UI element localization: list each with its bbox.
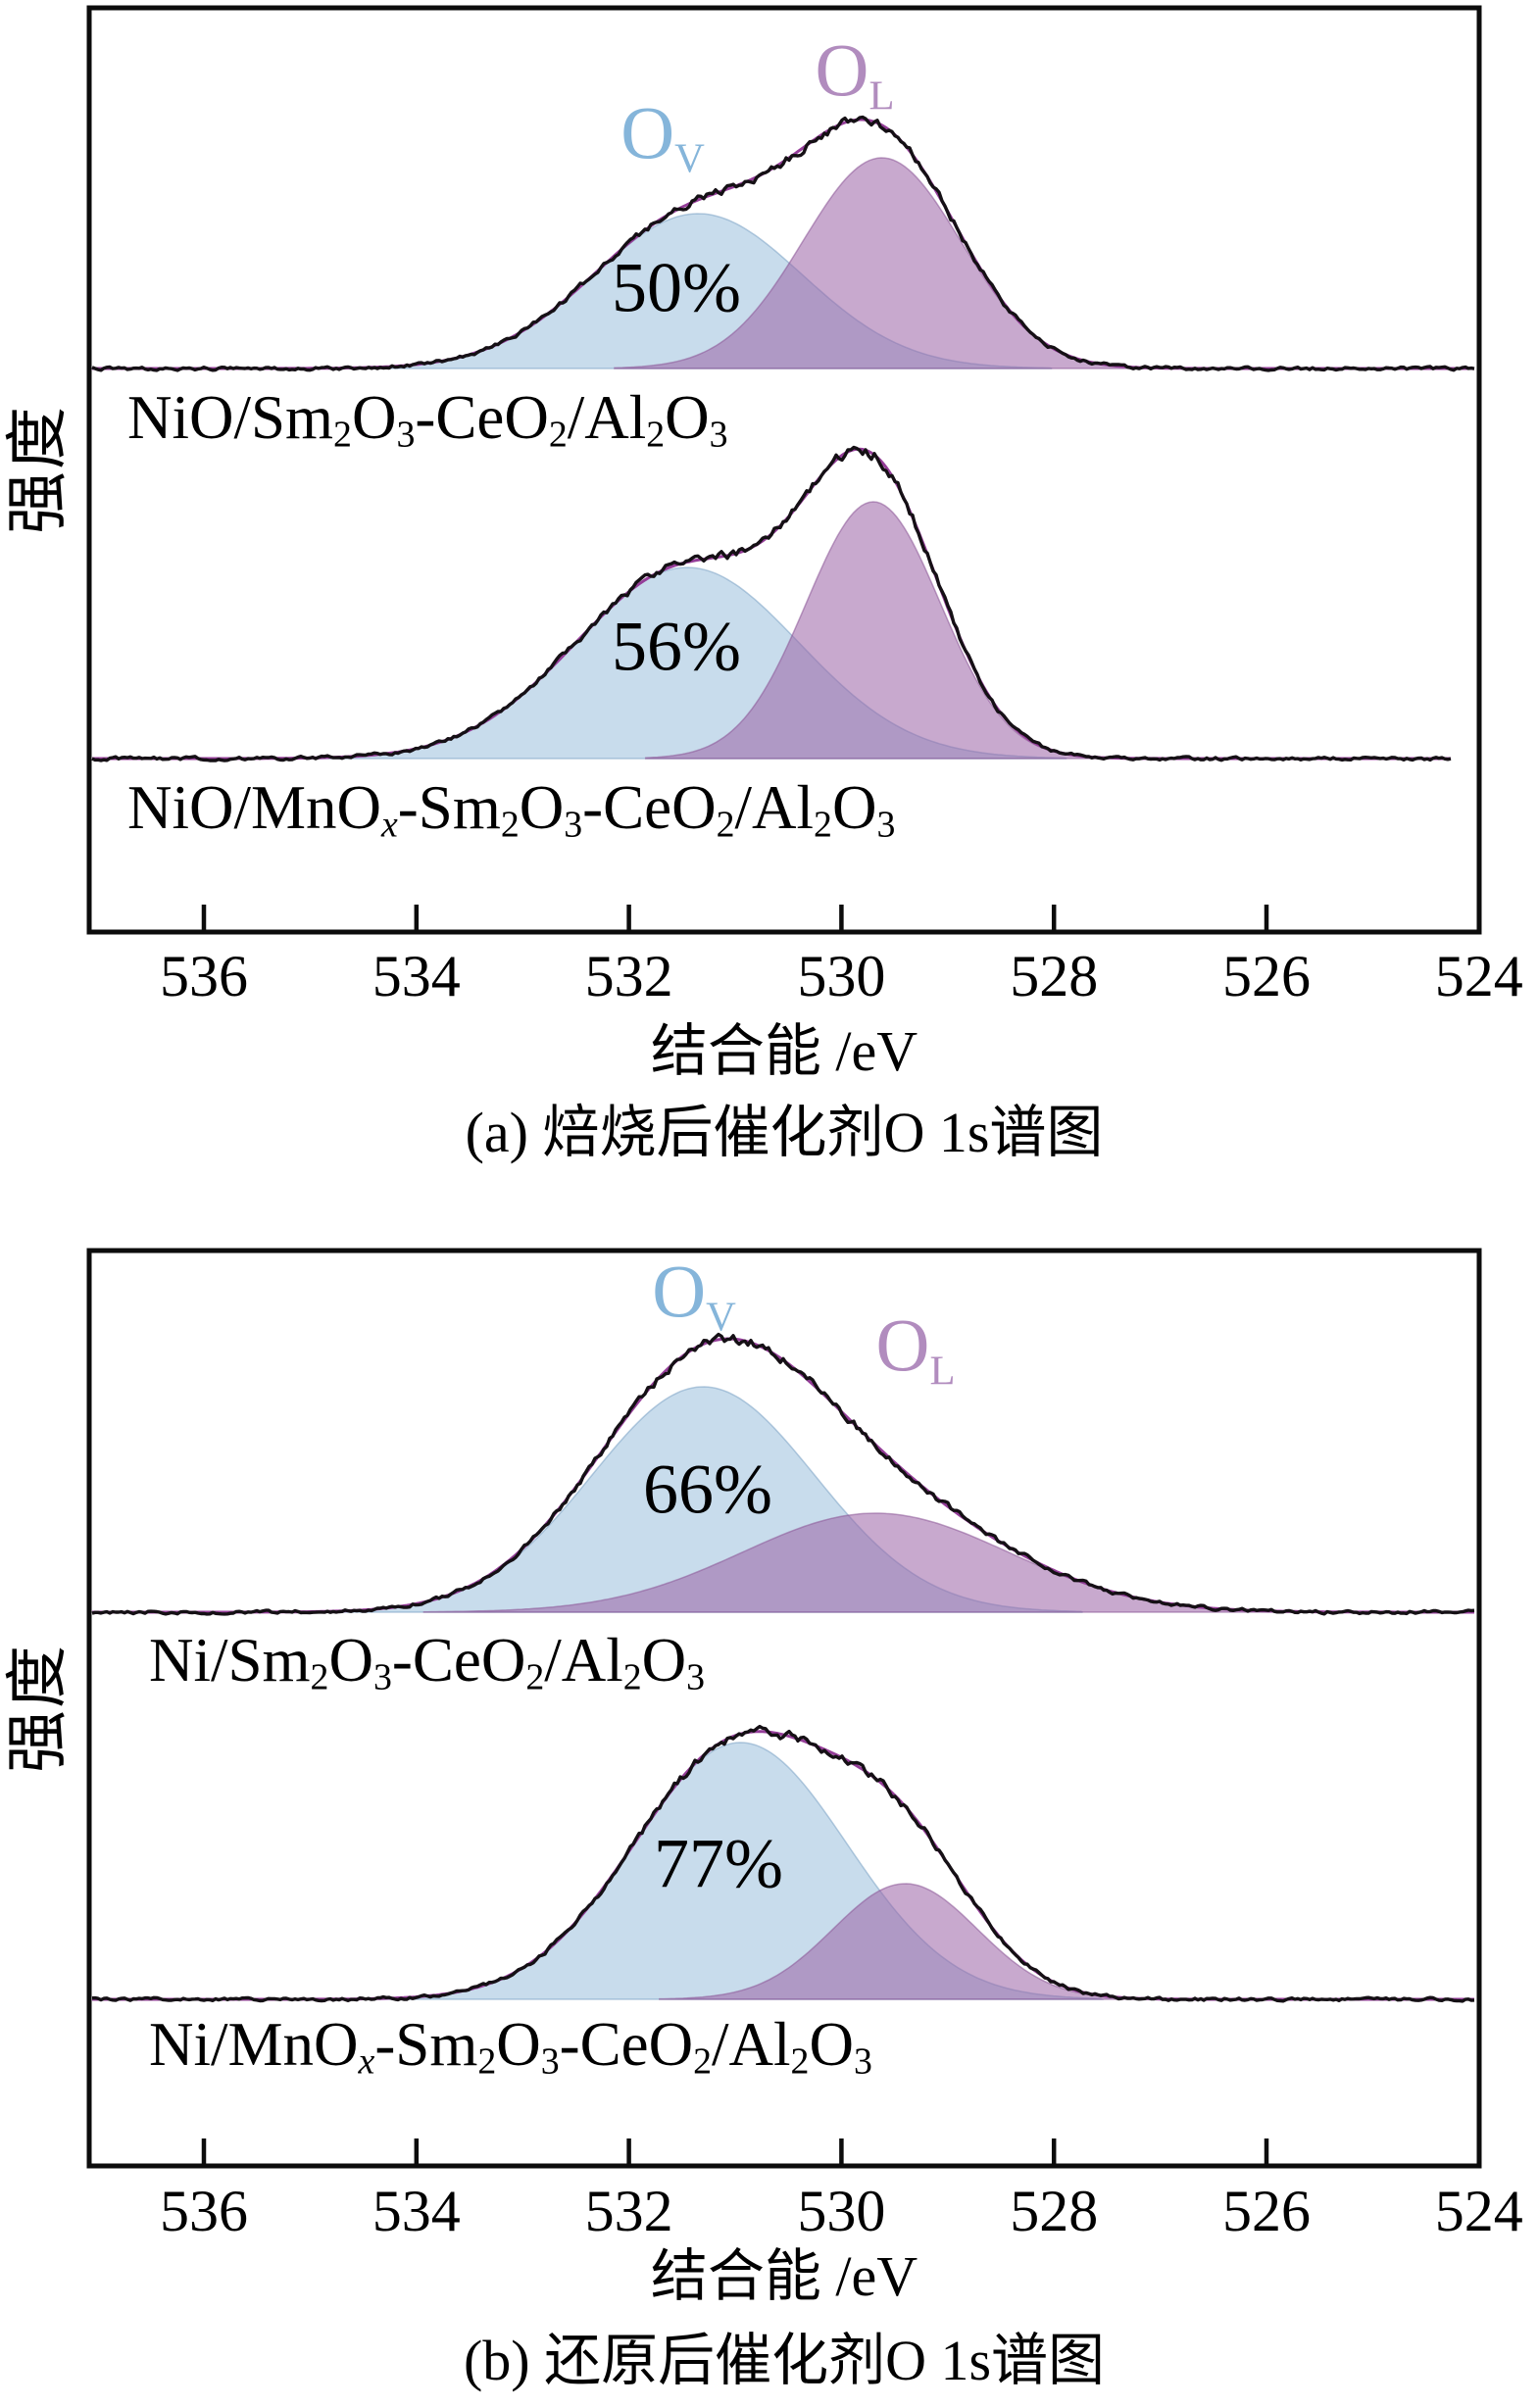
- subscript-text: 3: [709, 414, 728, 456]
- panel-b-curves: [91, 1332, 1475, 2003]
- label-text: -CeO: [391, 1626, 526, 1695]
- subscript-text: V: [674, 135, 705, 182]
- x-tick-label-a-530: 530: [797, 944, 885, 1008]
- label-text: -CeO: [415, 383, 549, 452]
- label-text: O: [652, 1251, 707, 1334]
- raw-data-line-a2: [91, 445, 1452, 762]
- subscript-text: 3: [540, 2040, 560, 2083]
- label-text: O: [351, 383, 397, 452]
- subscript-text: 2: [716, 804, 735, 846]
- subscript-text: L: [868, 73, 895, 120]
- x-tick-label-b-530: 530: [797, 2179, 885, 2243]
- subscript-text: 2: [525, 1656, 545, 1698]
- subscript-text: V: [706, 1294, 736, 1341]
- panel-a-curves: [91, 115, 1475, 762]
- y-axis-label-panel-a: 强度: [3, 405, 73, 534]
- label-text: O: [519, 773, 565, 842]
- label-text: O: [620, 92, 675, 175]
- x-tick-label-b-534: 534: [372, 2179, 461, 2243]
- label-text: O: [665, 383, 710, 452]
- subscript-text: L: [929, 1348, 956, 1395]
- label-text: Ni/Sm: [149, 1626, 311, 1695]
- subscript-text: 2: [693, 2040, 713, 2083]
- spectrum-label-b2: Ni/MnOx-Sm2O3-CeO2/Al2O3: [149, 2010, 872, 2083]
- label-text: O: [641, 1626, 687, 1695]
- spectrum-label-a2: NiO/MnOx-Sm2O3-CeO2/Al2O3: [127, 773, 896, 846]
- label-text: -CeO: [559, 2010, 694, 2079]
- subscript-text: 2: [500, 804, 520, 846]
- subscript-text: 3: [876, 804, 896, 846]
- caption-panel-a: (a) 焙烧后催化剂O 1s谱图: [465, 1101, 1104, 1164]
- spectrum-label-b1: Ni/Sm2O3-CeO2/Al2O3: [149, 1626, 706, 1698]
- label-text: O: [496, 2010, 541, 2079]
- label-text: NiO/MnO: [127, 773, 382, 842]
- raw-data-line-b2: [91, 1724, 1475, 2003]
- subscript-text: 3: [372, 1656, 392, 1698]
- label-text: Ni/MnO: [149, 2010, 359, 2079]
- label-text: NiO/Sm: [127, 383, 334, 452]
- x-tick-label-a-528: 528: [1010, 944, 1098, 1008]
- subscript-text: 2: [622, 1656, 642, 1698]
- x-tick-label-a-536: 536: [160, 944, 248, 1008]
- label-text: /Al: [712, 2010, 791, 2079]
- label-text: O: [809, 2010, 854, 2079]
- ol-component-fill-b2: [659, 1883, 1152, 2000]
- x-tick-label-b-532: 532: [585, 2179, 673, 2243]
- subscript-text: 2: [548, 414, 568, 456]
- label-text: -Sm: [397, 773, 501, 842]
- subscript-text: 3: [853, 2040, 872, 2083]
- raw-data-line-b1: [91, 1332, 1475, 1616]
- ol-peak-label-panel-a: OL: [816, 29, 895, 121]
- subscript-text: 3: [396, 414, 416, 456]
- x-tick-label-b-536: 536: [160, 2179, 248, 2243]
- subscript-text: 2: [646, 414, 666, 456]
- x-tick-label-a-524: 524: [1435, 944, 1523, 1008]
- spectrum-label-a1: NiO/Sm2O3-CeO2/Al2O3: [127, 383, 728, 456]
- subscript-text: 2: [790, 2040, 810, 2083]
- y-axis-label-panel-b: 强度: [3, 1644, 73, 1773]
- subscript-text: 3: [686, 1656, 706, 1698]
- x-tick-label-a-526: 526: [1222, 944, 1311, 1008]
- plot-frame-a: [86, 5, 1482, 935]
- ov-area-percent-b2: 77%: [654, 1824, 783, 1903]
- ov-area-percent-a1: 50%: [612, 248, 741, 327]
- subscript-text: 2: [333, 414, 352, 456]
- raw-data-line-a1: [91, 115, 1475, 372]
- label-text: /Al: [544, 1626, 623, 1695]
- label-text: O: [875, 1304, 930, 1388]
- x-tick-label-b-526: 526: [1222, 2179, 1311, 2243]
- subscript-text: 2: [477, 2040, 497, 2083]
- x-tick-label-b-524: 524: [1435, 2179, 1523, 2243]
- label-text: O: [328, 1626, 373, 1695]
- x-tick-label-a-532: 532: [585, 944, 673, 1008]
- label-text: /Al: [734, 773, 815, 842]
- ov-peak-label-panel-a: OV: [620, 92, 705, 183]
- subscript-text: 3: [564, 804, 583, 846]
- x-tick-label-b-528: 528: [1010, 2179, 1098, 2243]
- subscript-text: 2: [310, 1656, 329, 1698]
- subscript-text: x: [381, 804, 398, 846]
- ov-peak-label-panel-b: OV: [652, 1251, 736, 1342]
- label-text: O: [815, 29, 869, 113]
- plot-frame-b: [86, 1248, 1482, 2169]
- subscript-text: 2: [814, 804, 832, 846]
- ov-area-percent-a2: 56%: [612, 607, 741, 686]
- x-axis-label-panel-a: 结合能 /eV: [650, 1019, 918, 1083]
- label-text: -Sm: [374, 2010, 478, 2079]
- label-text: O: [831, 773, 877, 842]
- x-tick-label-a-534: 534: [372, 944, 461, 1008]
- label-text: -CeO: [582, 773, 717, 842]
- label-text: /Al: [567, 383, 647, 452]
- x-axis-label-panel-b: 结合能 /eV: [650, 2244, 918, 2308]
- ol-peak-label-panel-b: OL: [876, 1304, 956, 1396]
- caption-panel-b: (b) 还原后催化剂O 1s谱图: [463, 2329, 1106, 2392]
- ov-area-percent-b1: 66%: [643, 1450, 772, 1529]
- subscript-text: x: [358, 2040, 375, 2083]
